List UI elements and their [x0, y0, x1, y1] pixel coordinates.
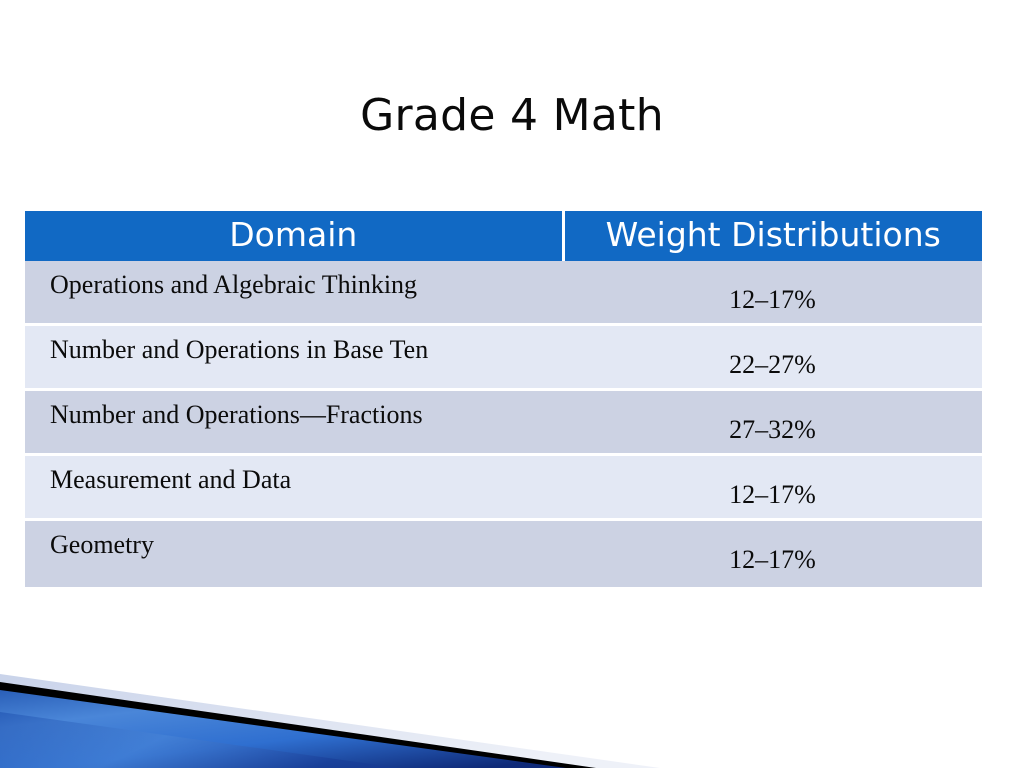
column-header-weight-distributions: Weight Distributions — [563, 211, 982, 261]
table-row: Operations and Algebraic Thinking 12–17% — [25, 261, 982, 326]
cell-weight: 27–32% — [563, 389, 982, 456]
angled-corner-bands-decoration — [0, 674, 660, 768]
deco-band-black — [0, 682, 596, 768]
cell-domain: Measurement and Data — [25, 454, 563, 521]
cell-weight: 12–17% — [563, 519, 982, 588]
weight-distribution-table: Domain Weight Distributions Operations a… — [25, 211, 982, 588]
deco-band-pale — [0, 674, 660, 768]
weight-distribution-table-container: Domain Weight Distributions Operations a… — [25, 211, 982, 588]
table-row: Number and Operations in Base Ten 22–27% — [25, 324, 982, 391]
cell-weight: 12–17% — [563, 261, 982, 326]
table-row: Geometry 12–17% — [25, 519, 982, 588]
cell-domain: Number and Operations—Fractions — [25, 389, 563, 456]
cell-weight: 22–27% — [563, 324, 982, 391]
cell-weight: 12–17% — [563, 454, 982, 521]
column-header-domain: Domain — [25, 211, 565, 261]
deco-band-blue — [0, 690, 566, 768]
cell-domain: Operations and Algebraic Thinking — [25, 261, 563, 326]
cell-domain: Geometry — [25, 519, 563, 588]
deco-band-blue-highlight — [0, 712, 400, 768]
table-header-row: Domain Weight Distributions — [25, 211, 982, 261]
table-row: Measurement and Data 12–17% — [25, 454, 982, 521]
table-row: Number and Operations—Fractions 27–32% — [25, 389, 982, 456]
page-title: Grade 4 Math — [360, 90, 664, 141]
cell-domain: Number and Operations in Base Ten — [25, 324, 563, 391]
